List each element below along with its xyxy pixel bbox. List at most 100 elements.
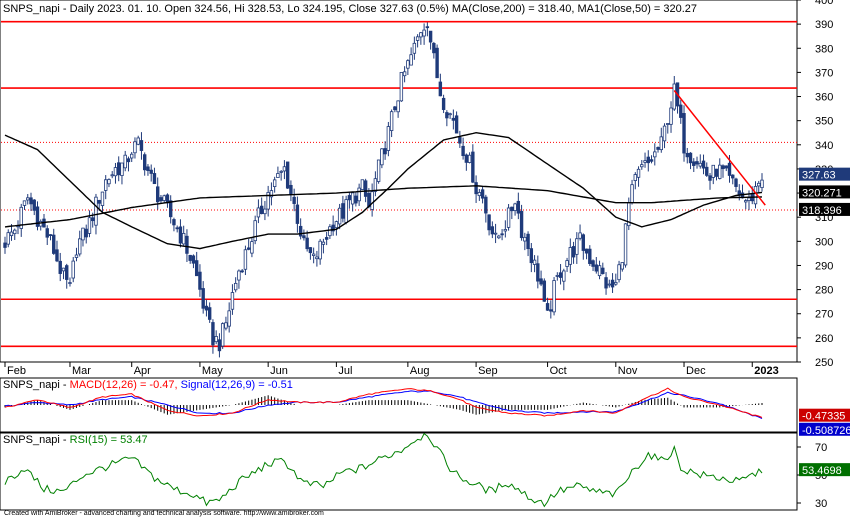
last-close-badge-bg bbox=[799, 167, 850, 181]
candle-body-159 bbox=[519, 210, 524, 239]
candle-body-67 bbox=[220, 323, 225, 347]
candle-body-31 bbox=[104, 179, 108, 191]
candle-body-72 bbox=[237, 270, 241, 281]
candle-body-34 bbox=[113, 167, 118, 177]
candle-body-49 bbox=[162, 195, 166, 201]
rsi-prefix: SNPS_napi - bbox=[3, 434, 70, 446]
candle-body-217 bbox=[708, 175, 712, 181]
candle-body-102 bbox=[334, 221, 339, 229]
candle-body-19 bbox=[65, 265, 69, 280]
ma50-badge-bg bbox=[799, 185, 850, 199]
candle-body-60 bbox=[198, 271, 202, 290]
candle-body-152 bbox=[497, 235, 501, 239]
macd-pane: -0.47335 -0.508726 bbox=[0, 377, 850, 437]
candle-body-54 bbox=[178, 226, 183, 244]
candle-body-203 bbox=[662, 125, 667, 142]
candle-body-2 bbox=[9, 231, 14, 237]
candle-body-215 bbox=[701, 160, 706, 169]
candle-body-30 bbox=[100, 191, 105, 206]
candle-body-212 bbox=[692, 161, 696, 166]
candle-body-129 bbox=[422, 29, 426, 37]
trend-line bbox=[673, 90, 766, 206]
candle-body-169 bbox=[552, 280, 556, 313]
candle-body-73 bbox=[240, 270, 244, 273]
candle-body-135 bbox=[441, 97, 446, 110]
candle-body-47 bbox=[155, 186, 160, 203]
candle-body-48 bbox=[159, 197, 163, 202]
candle-body-197 bbox=[643, 160, 647, 163]
candle-body-233 bbox=[760, 179, 764, 188]
candle-body-181 bbox=[591, 260, 595, 267]
candle-body-115 bbox=[376, 159, 381, 182]
candle-body-132 bbox=[432, 42, 436, 54]
price-y-tick-14: 390 bbox=[815, 19, 833, 31]
candle-body-55 bbox=[181, 233, 186, 245]
candle-body-10 bbox=[35, 206, 40, 227]
candle-body-95 bbox=[311, 253, 316, 256]
candle-body-194 bbox=[633, 174, 637, 181]
signal-badge: -0.508726 bbox=[802, 425, 850, 437]
candle-body-119 bbox=[389, 111, 394, 131]
candle-body-160 bbox=[523, 236, 527, 242]
candle-body-80 bbox=[263, 208, 267, 215]
price-y-tick-9: 340 bbox=[815, 140, 833, 152]
price-x-tick-10: Dec bbox=[686, 365, 706, 377]
candle-body-41 bbox=[136, 137, 140, 145]
candle-body-85 bbox=[279, 171, 283, 173]
candle-body-125 bbox=[409, 54, 413, 66]
candle-body-124 bbox=[406, 60, 410, 69]
candle-body-195 bbox=[636, 168, 641, 178]
candle-body-15 bbox=[52, 234, 56, 254]
candle-body-166 bbox=[542, 280, 547, 302]
candle-body-205 bbox=[669, 107, 673, 125]
price-x-tick-0: Feb bbox=[7, 365, 26, 377]
candle-body-214 bbox=[698, 162, 702, 167]
signal-line bbox=[4, 390, 763, 420]
candle-body-156 bbox=[510, 206, 514, 212]
price-x-tick-2: Apr bbox=[134, 365, 151, 377]
candle-body-157 bbox=[513, 203, 517, 211]
candle-body-52 bbox=[172, 219, 176, 226]
candle-body-130 bbox=[425, 26, 430, 29]
candle-body-110 bbox=[360, 179, 365, 190]
candle-body-0 bbox=[3, 242, 7, 248]
candle-body-101 bbox=[331, 224, 335, 232]
candle-body-168 bbox=[549, 309, 553, 312]
candle-body-138 bbox=[451, 117, 456, 121]
price-x-tick-9: Nov bbox=[618, 365, 638, 377]
candle-body-93 bbox=[305, 237, 309, 250]
rsi-pane-title: SNPS_napi - RSI(15) = 53.47 bbox=[3, 434, 148, 446]
candle-body-27 bbox=[91, 217, 95, 222]
candle-body-117 bbox=[383, 148, 387, 155]
price-x-tick-8: Oct bbox=[550, 365, 567, 377]
candle-body-219 bbox=[714, 168, 719, 177]
price-y-tick-11: 360 bbox=[815, 92, 833, 104]
candle-body-75 bbox=[246, 247, 251, 250]
candle-body-173 bbox=[565, 260, 569, 267]
macd-prefix: SNPS_napi - bbox=[3, 379, 70, 391]
candle-body-69 bbox=[227, 310, 231, 327]
candle-body-45 bbox=[149, 169, 153, 174]
candle-body-190 bbox=[620, 262, 624, 270]
rsi-badge-bg bbox=[799, 463, 850, 477]
candle-body-20 bbox=[68, 282, 72, 284]
candle-body-64 bbox=[211, 322, 215, 346]
candle-body-201 bbox=[656, 147, 660, 150]
price-y-tick-2: 270 bbox=[815, 309, 833, 321]
signal-badge-bg bbox=[799, 422, 850, 436]
candle-body-1 bbox=[6, 232, 10, 245]
candle-body-199 bbox=[649, 159, 654, 162]
candle-body-32 bbox=[107, 179, 111, 185]
candle-body-18 bbox=[61, 267, 66, 272]
ma200-line bbox=[4, 185, 763, 228]
candle-body-155 bbox=[506, 207, 511, 228]
candle-body-94 bbox=[308, 247, 313, 254]
candle-body-14 bbox=[48, 234, 53, 236]
candle-body-137 bbox=[448, 113, 452, 116]
rsi-y-tick-2: 70 bbox=[815, 442, 827, 454]
candle-body-109 bbox=[357, 187, 361, 202]
candle-body-61 bbox=[201, 288, 205, 309]
candle-body-151 bbox=[493, 232, 498, 235]
candle-body-70 bbox=[230, 292, 235, 310]
ma200-badge: 318.396 bbox=[802, 205, 842, 217]
